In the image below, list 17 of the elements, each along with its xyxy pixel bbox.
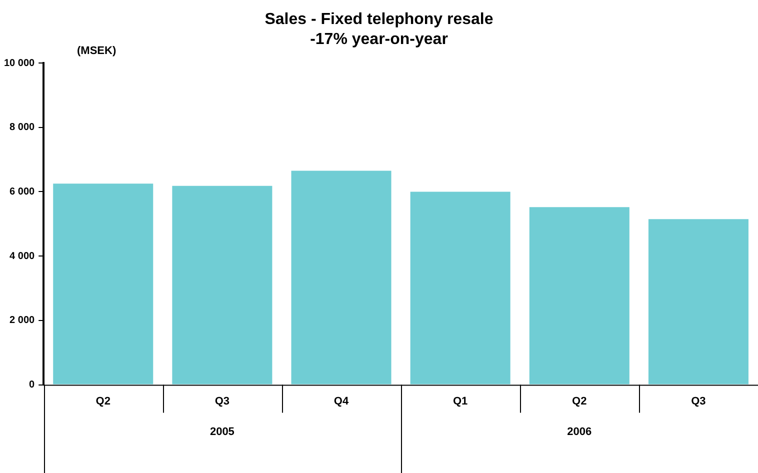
- y-tick-label: 10 000: [4, 58, 36, 69]
- x-tick-label: Q4: [334, 395, 350, 408]
- x-tick-label: Q1: [452, 395, 468, 408]
- x-tick-label: Q3: [214, 395, 230, 408]
- chart-subtitle: -17% year-on-year: [310, 31, 448, 48]
- x-tick-label: Q2: [572, 395, 587, 408]
- y-axis-title: (MSEK): [77, 45, 116, 57]
- x-tick-label: Q2: [96, 395, 110, 408]
- x-tick-label: Q3: [691, 395, 706, 408]
- text: 2005: [210, 426, 234, 438]
- y-tick-label: 6 000: [10, 186, 36, 198]
- chart-title: Sales - Fixed telephony resale: [264, 11, 494, 28]
- y-tick-label: 8 000: [10, 122, 36, 134]
- y-tick-label: 4 000: [10, 250, 36, 262]
- text: 2006: [567, 426, 592, 438]
- y-tick-label: 2 000: [10, 315, 36, 326]
- y-tick-label: 0: [29, 380, 36, 391]
